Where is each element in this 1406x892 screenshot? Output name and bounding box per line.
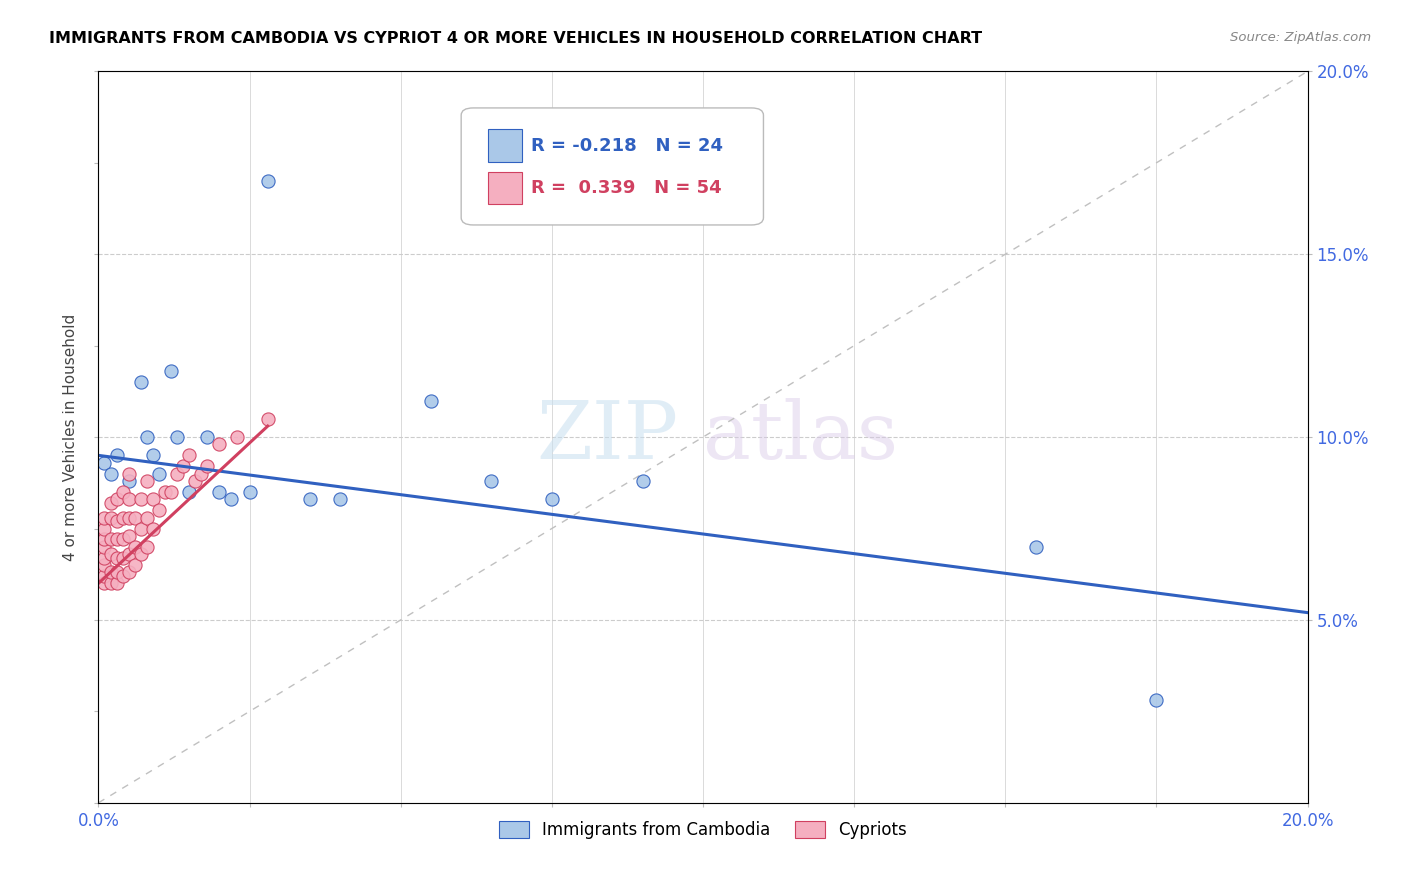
Point xyxy=(93,558,115,573)
Point xyxy=(100,566,122,580)
Text: R =  0.339   N = 54: R = 0.339 N = 54 xyxy=(531,179,721,197)
Point xyxy=(208,437,231,451)
Point xyxy=(100,547,122,561)
Point xyxy=(111,550,134,565)
Point xyxy=(129,547,152,561)
Point xyxy=(124,510,146,524)
Text: ZIP: ZIP xyxy=(537,398,679,476)
Point xyxy=(111,533,134,547)
Point xyxy=(105,533,128,547)
Point xyxy=(142,448,165,462)
Point xyxy=(105,514,128,528)
Point xyxy=(239,485,262,500)
Point xyxy=(135,510,157,524)
Point xyxy=(100,576,122,591)
Point xyxy=(124,540,146,554)
Point xyxy=(142,521,165,535)
Point xyxy=(179,448,201,462)
Point xyxy=(179,485,201,500)
Point xyxy=(329,492,352,507)
Point xyxy=(118,547,141,561)
Point xyxy=(93,540,115,554)
Point xyxy=(118,566,141,580)
Point xyxy=(172,459,194,474)
Point xyxy=(129,375,152,389)
Point xyxy=(105,566,128,580)
Point xyxy=(208,485,231,500)
Point xyxy=(221,492,243,507)
Point xyxy=(135,430,157,444)
Point xyxy=(111,510,134,524)
Point xyxy=(135,540,157,554)
Point xyxy=(135,474,157,488)
Point xyxy=(190,467,212,481)
Text: Source: ZipAtlas.com: Source: ZipAtlas.com xyxy=(1230,31,1371,45)
Point xyxy=(1024,540,1046,554)
Point xyxy=(100,496,122,510)
Y-axis label: 4 or more Vehicles in Household: 4 or more Vehicles in Household xyxy=(63,313,79,561)
Point xyxy=(256,412,278,426)
Text: atlas: atlas xyxy=(703,398,898,476)
Point xyxy=(195,459,218,474)
Point xyxy=(540,492,562,507)
FancyBboxPatch shape xyxy=(488,171,522,204)
Point xyxy=(160,485,183,500)
Point xyxy=(166,430,188,444)
Point xyxy=(153,485,176,500)
Point xyxy=(148,467,170,481)
Point xyxy=(256,174,278,188)
Text: IMMIGRANTS FROM CAMBODIA VS CYPRIOT 4 OR MORE VEHICLES IN HOUSEHOLD CORRELATION : IMMIGRANTS FROM CAMBODIA VS CYPRIOT 4 OR… xyxy=(49,31,983,46)
Point xyxy=(124,558,146,573)
Point xyxy=(93,456,115,470)
Point xyxy=(118,510,141,524)
Point xyxy=(93,510,115,524)
Point xyxy=(100,467,122,481)
Point xyxy=(93,569,115,583)
Point xyxy=(105,492,128,507)
Point xyxy=(111,569,134,583)
Point xyxy=(148,503,170,517)
Point xyxy=(184,474,207,488)
Point xyxy=(118,492,141,507)
FancyBboxPatch shape xyxy=(488,129,522,162)
Point xyxy=(129,521,152,535)
Point xyxy=(118,474,141,488)
Point xyxy=(481,474,503,488)
Text: R = -0.218   N = 24: R = -0.218 N = 24 xyxy=(531,137,723,155)
Point xyxy=(299,492,322,507)
Point xyxy=(166,467,188,481)
Point xyxy=(111,485,134,500)
Point xyxy=(105,448,128,462)
FancyBboxPatch shape xyxy=(461,108,763,225)
Point xyxy=(93,521,115,535)
Point xyxy=(93,576,115,591)
Point xyxy=(195,430,218,444)
Point xyxy=(1144,693,1167,707)
Point xyxy=(105,576,128,591)
Point xyxy=(142,492,165,507)
Point xyxy=(160,364,183,378)
Point xyxy=(93,550,115,565)
Point xyxy=(105,550,128,565)
Point xyxy=(100,510,122,524)
Legend: Immigrants from Cambodia, Cypriots: Immigrants from Cambodia, Cypriots xyxy=(492,814,914,846)
Point xyxy=(93,533,115,547)
Point xyxy=(100,533,122,547)
Point xyxy=(420,393,443,408)
Point xyxy=(631,474,654,488)
Point xyxy=(129,492,152,507)
Point xyxy=(118,529,141,543)
Point xyxy=(118,467,141,481)
Point xyxy=(226,430,249,444)
